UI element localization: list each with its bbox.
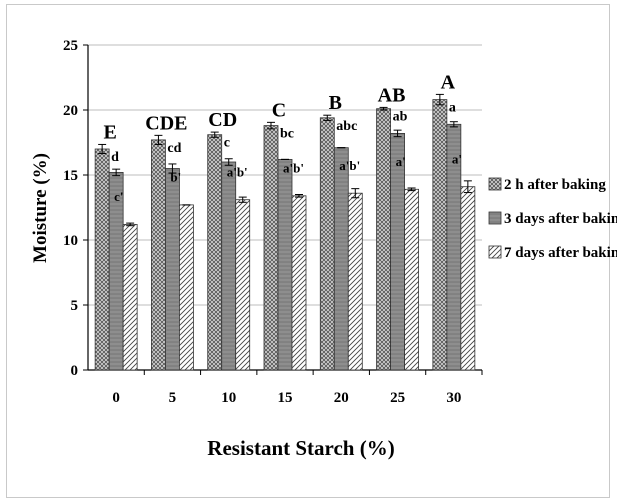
bar-2-2 bbox=[235, 199, 251, 371]
group-letter: B bbox=[329, 92, 342, 114]
bar-0-2 bbox=[207, 134, 223, 371]
bars bbox=[94, 93, 476, 371]
group-letter: A bbox=[441, 71, 456, 93]
sig-label-3d: a'b' bbox=[227, 164, 248, 179]
x-axis-title: Resistant Starch (%) bbox=[207, 436, 394, 460]
y-tick-label: 15 bbox=[63, 168, 78, 184]
sig-label-2h: cd bbox=[167, 141, 181, 156]
bar-2-3 bbox=[291, 195, 307, 371]
bar-0-5 bbox=[376, 108, 391, 371]
sig-label-2h: ab bbox=[393, 110, 408, 125]
x-tick-label: 20 bbox=[334, 390, 349, 406]
bar-2-1 bbox=[179, 204, 194, 371]
bar-1-4 bbox=[333, 147, 349, 371]
bar-0-6 bbox=[432, 99, 448, 371]
bar-1-3 bbox=[277, 158, 293, 371]
sig-label-2h: d bbox=[111, 150, 119, 165]
sig-label-3d: a'b' bbox=[283, 160, 304, 175]
legend-label-0: 2 h after baking bbox=[504, 177, 606, 193]
legend-swatch-0 bbox=[488, 177, 502, 191]
group-letter: CD bbox=[208, 109, 237, 131]
bar-0-3 bbox=[263, 125, 279, 371]
x-tick-label: 0 bbox=[112, 390, 120, 406]
sig-label-2h: c bbox=[224, 136, 230, 151]
bar-1-2 bbox=[221, 161, 237, 371]
bar-0-1 bbox=[151, 139, 166, 371]
bar-2-6 bbox=[460, 186, 476, 371]
y-axis-title: Moisture (%) bbox=[30, 153, 51, 263]
sig-label-3d: a' bbox=[452, 151, 462, 166]
bar-1-1 bbox=[165, 168, 180, 371]
bar-2-0 bbox=[122, 223, 138, 371]
sig-label-3d: c' bbox=[114, 189, 123, 204]
x-tick-label: 5 bbox=[169, 390, 177, 406]
legend-swatch-2 bbox=[488, 245, 502, 259]
y-tick-label: 25 bbox=[63, 38, 78, 54]
sig-label-3d: b' bbox=[170, 170, 181, 185]
sig-label-2h: abc bbox=[336, 119, 357, 134]
bar-0-0 bbox=[94, 148, 110, 371]
sig-label-3d: a'b' bbox=[339, 158, 360, 173]
bar-2-5 bbox=[404, 188, 419, 371]
sig-label-2h: a bbox=[449, 101, 456, 116]
x-tick-label: 10 bbox=[221, 390, 236, 406]
legend: 2 h after baking 3 days after baking 7 day… bbox=[488, 177, 617, 261]
sig-label-2h: bc bbox=[280, 127, 294, 142]
legend-label-2: 7 days after baking bbox=[504, 245, 617, 261]
sig-label-3d: a' bbox=[396, 154, 406, 169]
group-letter: CDE bbox=[145, 112, 187, 134]
y-tick-label: 0 bbox=[71, 363, 79, 379]
group-letter: C bbox=[272, 99, 286, 121]
y-tick-label: 5 bbox=[71, 298, 79, 314]
group-letter: AB bbox=[378, 84, 406, 106]
x-tick-label: 15 bbox=[278, 390, 293, 406]
y-tick-label: 10 bbox=[63, 233, 78, 249]
bar-2-4 bbox=[347, 192, 363, 371]
bar-0-4 bbox=[319, 117, 335, 371]
legend-swatch-1 bbox=[488, 211, 502, 225]
y-tick-label: 20 bbox=[63, 103, 78, 119]
legend-label-1: 3 days after baking bbox=[504, 211, 617, 227]
x-tick-label: 25 bbox=[390, 390, 405, 406]
x-tick-label: 30 bbox=[446, 390, 461, 406]
group-letter: E bbox=[103, 121, 116, 143]
